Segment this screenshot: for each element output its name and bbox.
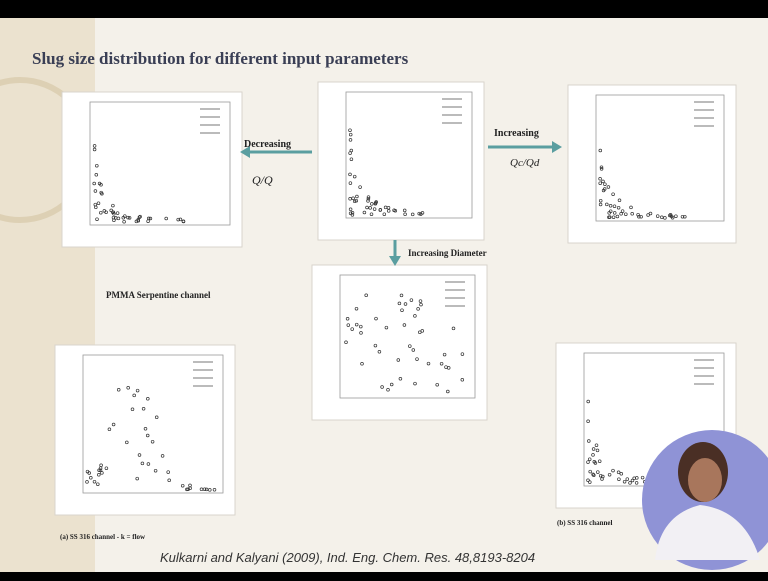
legend-key	[200, 108, 220, 110]
legend-key	[200, 116, 220, 118]
legend-key	[694, 117, 714, 119]
plot-panel	[318, 82, 484, 240]
legend-key	[193, 361, 213, 363]
citation: Kulkarni and Kalyani (2009), Ind. Eng. C…	[160, 550, 535, 565]
caption: (a) SS 316 channel - k = flow	[60, 533, 146, 541]
legend-key	[694, 101, 714, 103]
slide-frame: Slug size distribution for different inp…	[0, 0, 768, 581]
legend-key	[694, 383, 714, 385]
legend-key	[193, 369, 213, 371]
legend-key	[694, 125, 714, 127]
plot-panel	[62, 92, 242, 247]
legend-key	[694, 375, 714, 377]
arrow-sublabel: Qc/Qd	[510, 157, 540, 169]
legend-key	[445, 297, 465, 299]
caption: (b) SS 316 channel	[557, 519, 612, 527]
person-face	[688, 458, 722, 502]
arrow-label: Decreasing	[244, 139, 291, 150]
legend-key	[694, 367, 714, 369]
letterbox	[0, 572, 768, 581]
arrow-label: Increasing	[494, 128, 539, 139]
legend-key	[442, 98, 462, 100]
legend-key	[445, 305, 465, 307]
arrow-sublabel: Q/Q	[252, 173, 273, 187]
caption: PMMA Serpentine channel	[106, 290, 211, 300]
legend-key	[445, 289, 465, 291]
legend-key	[200, 124, 220, 126]
legend-key	[445, 281, 465, 283]
slide-title: Slug size distribution for different inp…	[32, 49, 409, 68]
legend-key	[694, 359, 714, 361]
arrow-label: Increasing Diameter	[408, 248, 487, 258]
plot-panel	[568, 85, 736, 243]
legend-key	[442, 114, 462, 116]
legend-key	[200, 132, 220, 134]
legend-key	[694, 109, 714, 111]
legend-key	[442, 106, 462, 108]
legend-key	[442, 122, 462, 124]
legend-key	[193, 377, 213, 379]
legend-key	[193, 385, 213, 387]
plot-panel	[312, 265, 487, 420]
